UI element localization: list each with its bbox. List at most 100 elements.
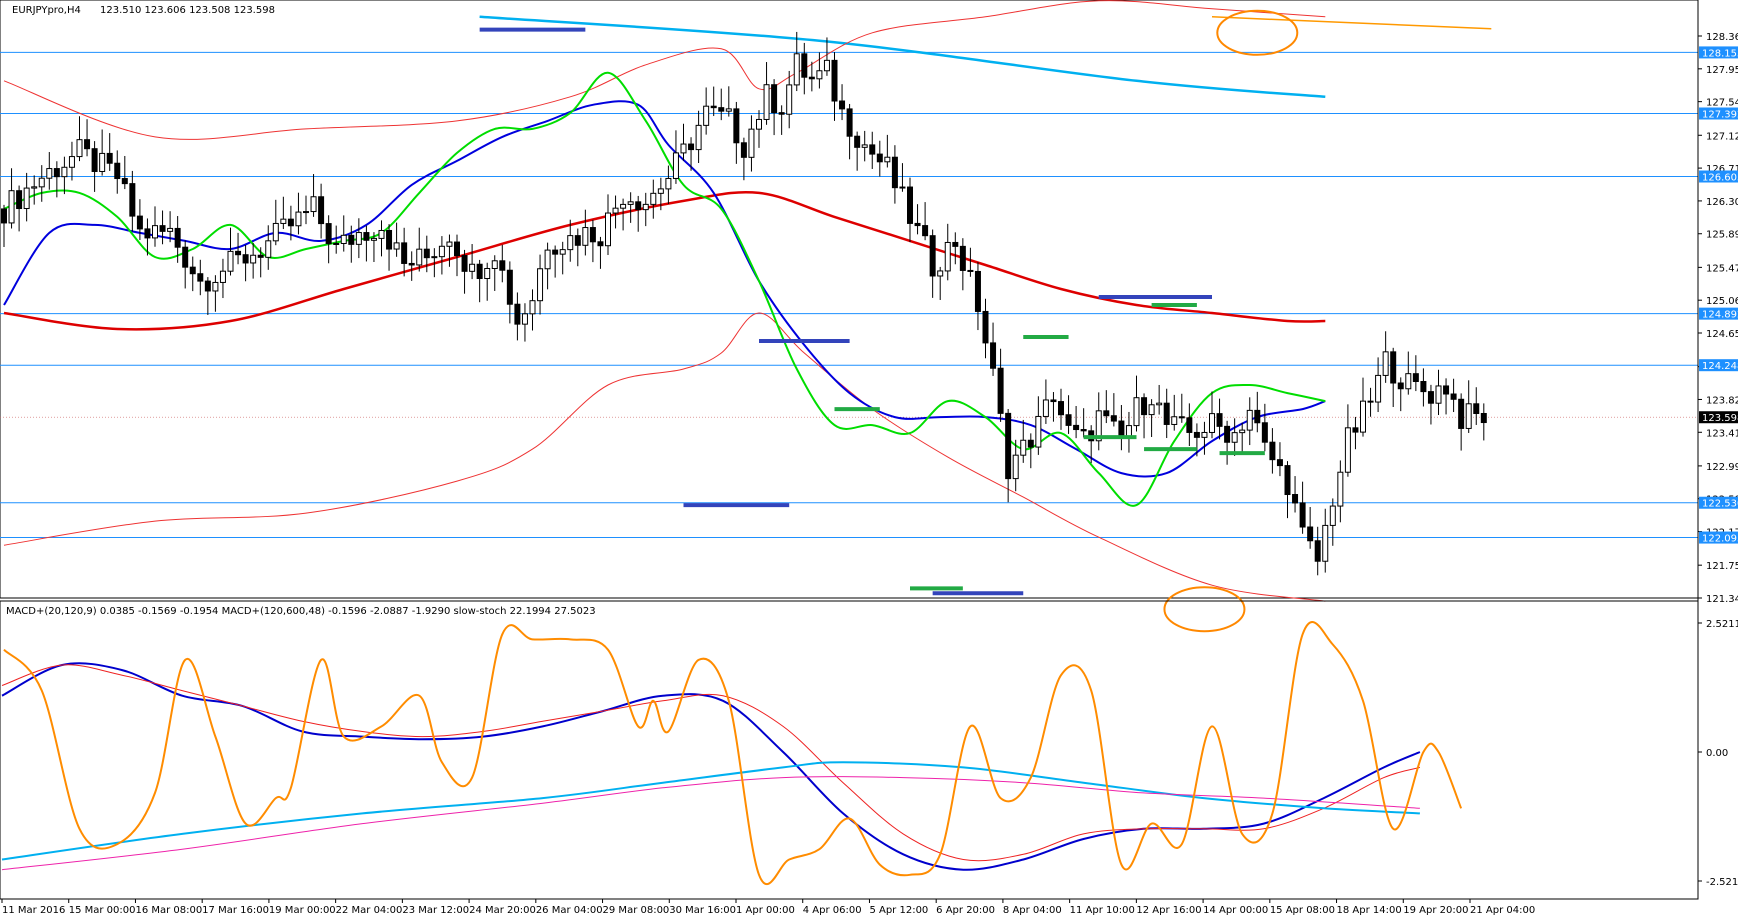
- candle-body: [944, 241, 951, 272]
- candle-body: [1050, 399, 1057, 403]
- time-tick-label: 16 Mar 08:00: [135, 905, 202, 916]
- candle-body: [1209, 413, 1215, 433]
- candle-body: [1178, 416, 1185, 419]
- candle-body: [1375, 374, 1382, 403]
- candle-body: [1261, 422, 1268, 443]
- candle-body: [914, 222, 921, 227]
- candle-body: [1307, 526, 1314, 542]
- candle-body: [401, 242, 408, 264]
- candle-body: [1435, 385, 1442, 404]
- level-tag-label: 122.530: [1702, 499, 1738, 510]
- time-axis: 11 Mar 2016 15 Mar 00:00 16 Mar 08:00 17 Ma…: [1, 899, 1535, 916]
- level-tag-label: 128.155: [1702, 48, 1738, 59]
- candle-body: [756, 118, 762, 130]
- level-tag-label: 124.248: [1702, 361, 1738, 372]
- envelope-lines: [3, 0, 1326, 602]
- candle-body: [1367, 400, 1374, 403]
- time-tick-label: 17 Mar 16:00: [202, 905, 269, 916]
- price-tick-label: 123.410: [1706, 428, 1738, 439]
- candle-body: [408, 262, 415, 266]
- time-tick-label: 1 Apr 00:00: [736, 905, 795, 916]
- candle-body: [937, 270, 944, 277]
- candle-body: [250, 254, 257, 264]
- candle-body: [605, 212, 611, 247]
- price-tick-label: 127.120: [1706, 131, 1738, 142]
- candle-body: [1254, 409, 1261, 424]
- price-axis[interactable]: 128.360 127.950 127.540 127.120 126.710 126.3…: [1697, 0, 1738, 899]
- candle-body: [1027, 439, 1034, 448]
- candle-body: [657, 188, 664, 194]
- price-tick-label: 128.360: [1706, 32, 1738, 43]
- candle-body: [144, 228, 151, 239]
- candle-body: [84, 139, 91, 150]
- candle-body: [695, 124, 702, 151]
- candle-body: [1314, 540, 1321, 562]
- candle-body: [469, 263, 476, 272]
- candle-body: [793, 53, 800, 86]
- candle-body: [680, 143, 687, 154]
- candle-body: [627, 201, 634, 205]
- candle-body: [1412, 373, 1419, 382]
- price-tick-label: 126.300: [1706, 197, 1738, 208]
- ma-mid: [3, 100, 1326, 478]
- macd-axis: 2.5211 0.00 -2.5211: [1698, 619, 1738, 888]
- candle-body: [1382, 351, 1389, 376]
- candle-body: [1133, 397, 1140, 427]
- candle-body: [1458, 398, 1465, 429]
- macd-panel[interactable]: MACD+(20,120,9) 0.0385 -0.1569 -0.1954 M…: [0, 600, 1699, 900]
- highlight-circle[interactable]: [1163, 586, 1246, 633]
- candle-body: [8, 190, 15, 224]
- candle-body: [476, 263, 483, 280]
- level-tag: [1699, 359, 1738, 372]
- candle-body: [1239, 429, 1246, 434]
- candle-body: [1073, 424, 1080, 431]
- candle-body: [182, 246, 189, 268]
- time-tick-label: 15 Mar 00:00: [69, 905, 136, 916]
- highlight-circle[interactable]: [1216, 9, 1299, 56]
- candle-body: [748, 128, 755, 158]
- marker-segments: [479, 27, 1265, 596]
- candle-body: [589, 227, 596, 243]
- current-price-label: 123.598: [1702, 413, 1738, 424]
- main-chart-area[interactable]: EURJPYpro,H4 123.510 123.606 123.508 123…: [0, 0, 1699, 633]
- long-trend-line: [479, 15, 1326, 99]
- candle-body: [484, 267, 491, 280]
- candle-body: [763, 84, 770, 120]
- candle-body: [363, 232, 370, 241]
- candle-body: [1231, 432, 1238, 443]
- ma-fast: [3, 71, 1326, 507]
- candle-body: [287, 218, 294, 227]
- candle-body: [529, 300, 536, 315]
- candle-body: [272, 222, 279, 242]
- candle-body: [786, 84, 793, 115]
- candle-body: [1058, 401, 1064, 416]
- candle-body: [68, 156, 75, 168]
- stoch-signal-line: [3, 621, 1462, 885]
- candle-body: [876, 153, 883, 163]
- level-tag: [1699, 531, 1738, 544]
- candle-body: [1012, 454, 1019, 480]
- candle-body: [620, 203, 627, 209]
- main-chart-border: [0, 0, 1699, 599]
- level-tag-label: 122.095: [1702, 534, 1738, 545]
- macd-tick-label: -2.5211: [1706, 877, 1738, 888]
- time-tick-label: 15 Apr 08:00: [1270, 905, 1335, 916]
- candle-body: [189, 266, 196, 275]
- candle-body: [1360, 400, 1366, 433]
- candle-body: [929, 235, 936, 277]
- price-tick-label: 122.990: [1706, 462, 1738, 473]
- candle-body: [219, 270, 226, 283]
- candle-body: [46, 168, 53, 179]
- candle-body: [1465, 403, 1472, 429]
- macd-series-line: [1, 761, 1420, 861]
- candle-body: [1020, 439, 1027, 456]
- candle-body: [854, 135, 861, 148]
- candle-body: [197, 273, 204, 282]
- candle-body: [212, 281, 219, 292]
- macd-lines: [1, 621, 1463, 885]
- time-tick-label: 29 Mar 08:00: [603, 905, 670, 916]
- candle-body: [295, 211, 302, 227]
- candle-body: [665, 177, 672, 190]
- time-tick-label: 21 Apr 04:00: [1470, 905, 1535, 916]
